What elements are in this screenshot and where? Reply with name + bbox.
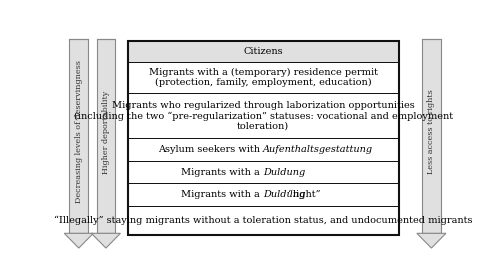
Bar <box>128 161 399 183</box>
Text: “Illegally” staying migrants without a toleration status, and undocumented migra: “Illegally” staying migrants without a t… <box>54 216 472 225</box>
Text: Migrants with a (temporary) residence permit
(protection, family, employment, ed: Migrants with a (temporary) residence pe… <box>148 68 378 87</box>
Text: Duldung: Duldung <box>263 190 306 199</box>
Polygon shape <box>64 233 94 248</box>
Bar <box>128 62 399 93</box>
Text: Migrants with a: Migrants with a <box>182 190 263 199</box>
Text: Decreasing levels of deservingness: Decreasing levels of deservingness <box>75 61 83 204</box>
Bar <box>128 41 399 235</box>
Text: Higher deportability: Higher deportability <box>102 90 110 174</box>
Text: Asylum seekers with: Asylum seekers with <box>62 145 168 154</box>
Bar <box>128 138 399 161</box>
Bar <box>422 39 440 233</box>
Bar <box>128 41 399 62</box>
Polygon shape <box>92 233 120 248</box>
Bar <box>128 206 399 235</box>
Text: Migrants who regularized through laborization opportunities
(including the two “: Migrants who regularized through laboriz… <box>74 101 453 131</box>
Bar <box>70 39 88 233</box>
Text: Migrants with a: Migrants with a <box>182 168 263 176</box>
Text: Duldung: Duldung <box>263 168 306 176</box>
Text: Citizens: Citizens <box>244 47 283 56</box>
Text: Asylum seekers with: Asylum seekers with <box>158 145 263 154</box>
Bar <box>128 183 399 206</box>
Text: Less access to rights: Less access to rights <box>428 90 436 175</box>
Text: Aufenthaltsgestattung: Aufenthaltsgestattung <box>263 145 374 154</box>
Polygon shape <box>417 233 446 248</box>
Bar <box>96 39 115 233</box>
Text: Aufenthaltsgestattung: Aufenthaltsgestattung <box>62 145 172 154</box>
Bar <box>128 93 399 138</box>
Text: “light”: “light” <box>284 190 320 199</box>
